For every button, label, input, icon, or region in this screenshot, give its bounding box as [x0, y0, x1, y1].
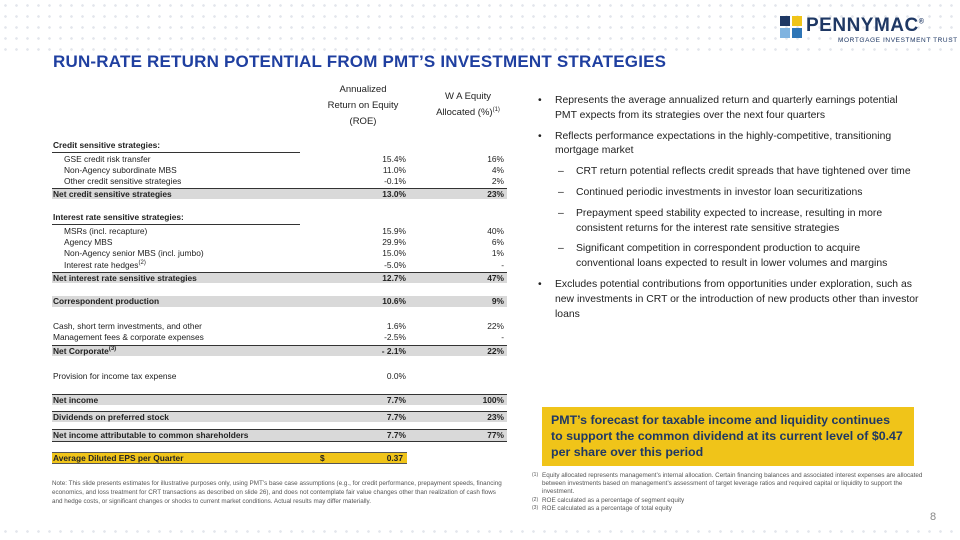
table-row: GSE credit risk transfer 15.4% 16% — [64, 154, 504, 164]
subtotal-row: Net Corporate(3) - 2.1% 22% — [52, 345, 507, 356]
subtotal-row: Correspondent production 10.6% 9% — [52, 296, 507, 307]
section-header-interest-rate: Interest rate sensitive strategies: — [53, 212, 184, 222]
table-row: Cash, short term investments, and other 1… — [53, 321, 504, 331]
section-header-credit: Credit sensitive strategies: — [53, 140, 161, 150]
dividend-callout: PMT’s forecast for taxable income and li… — [542, 407, 914, 466]
bullet-list: • Represents the average annualized retur… — [535, 94, 920, 328]
table-row: Agency MBS 29.9% 6% — [64, 237, 504, 247]
sub-bullet-item: – Prepayment speed stability expected to … — [558, 207, 883, 234]
roe-column-header: Annualized Return on Equity (ROE) — [327, 84, 399, 127]
bullet-item: • Reflects performance expectations in th… — [538, 130, 892, 157]
section-underline — [52, 224, 300, 225]
table-row: Other credit sensitive strategies -0.1% 2% — [64, 176, 504, 186]
eps-row: Average Diluted EPS per Quarter $ 0.37 — [52, 452, 407, 464]
footnotes: (1) Equity allocated represents managemen… — [532, 472, 927, 513]
sub-bullet-item: – Significant competition in corresponden… — [558, 243, 888, 270]
table-row: Provision for income tax expense 0.0% — [53, 371, 406, 381]
pennymac-logo: PENNYMAC® MORTGAGE INVESTMENT TRUST — [780, 14, 957, 48]
logo-wordmark: PENNYMAC® — [806, 15, 925, 36]
footnote: (1) Equity allocated represents managemen… — [532, 472, 923, 496]
total-row: Net income 7.7% 100% — [52, 394, 507, 405]
subtotal-row: Net interest rate sensitive strategies 12… — [52, 272, 507, 283]
footnote: (3) ROE calculated as a percentage of tot… — [532, 504, 672, 512]
bullet-item: • Represents the average annualized retur… — [538, 95, 898, 121]
section-underline — [52, 152, 300, 153]
logo-tagline: MORTGAGE INVESTMENT TRUST — [838, 37, 958, 44]
table-row: Interest rate hedges(2) -5.0% - — [64, 260, 504, 270]
table-row: Management fees & corporate expenses -2.5… — [53, 332, 504, 342]
page-number: 8 — [930, 511, 937, 523]
table-row: MSRs (incl. recapture) 15.9% 40% — [64, 226, 504, 236]
logo-mark-icon — [780, 16, 802, 38]
footnote: (2) ROE calculated as a percentage of seg… — [532, 496, 685, 504]
allocation-column-header: W A Equity Allocated (%)(1) — [436, 91, 500, 118]
slide-title: RUN-RATE RETURN POTENTIAL FROM PMT’S INV… — [53, 52, 667, 71]
table-row: Non-Agency senior MBS (incl. jumbo) 15.0%… — [64, 248, 504, 258]
table-row: Non-Agency subordinate MBS 11.0% 4% — [64, 165, 504, 175]
subtotal-row: Net credit sensitive strategies 13.0% 23% — [52, 188, 507, 199]
bullet-item: • Excludes potential contributions from o… — [538, 278, 919, 320]
sub-bullet-item: – Continued periodic investments in inves… — [558, 186, 863, 198]
total-row: Net income attributable to common shareh… — [52, 429, 507, 442]
sub-bullet-item: – CRT return potential reflects credit sp… — [558, 166, 911, 178]
footer-dot-pattern — [0, 526, 960, 540]
total-row: Dividends on preferred stock 7.7% 23% — [52, 411, 507, 422]
disclaimer-note: Note: This slide presents estimates for … — [52, 480, 502, 506]
